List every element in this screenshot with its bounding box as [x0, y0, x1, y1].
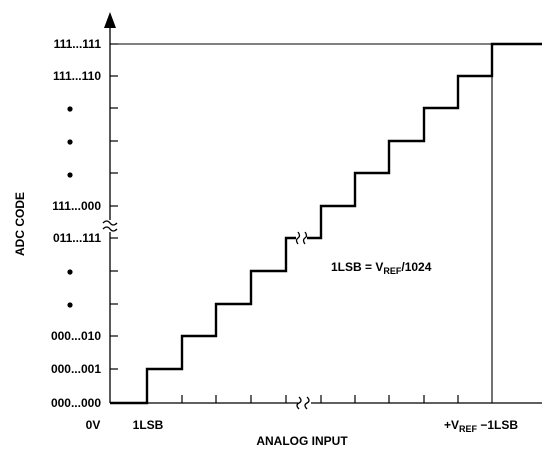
- transfer-staircase-lower: [110, 236, 296, 405]
- y-continuation-dots: [67, 106, 73, 308]
- axes: [109, 26, 542, 404]
- x-label-full-scale: +VREF −1LSB: [444, 418, 518, 434]
- dot: [67, 302, 73, 308]
- x-label-one-lsb: 1LSB: [133, 418, 164, 432]
- y-axis-arrow: [104, 12, 116, 28]
- code-label-zero: 000...000: [51, 396, 101, 410]
- lsb-annotation-prefix: 1LSB = V: [331, 260, 383, 274]
- dot: [67, 139, 73, 145]
- transfer-staircase-upper: [307, 42, 542, 240]
- y-axis-break-icon: [102, 220, 118, 232]
- x-axis-break-icon: [296, 396, 310, 410]
- x-label-full-scale-suffix: −1LSB: [477, 418, 518, 432]
- dot: [67, 106, 73, 112]
- y-code-labels: 111...111 111...110 111...000 011...111 …: [51, 37, 101, 410]
- y-tick-marks: [110, 43, 118, 370]
- code-label-upper-mid: 111...000: [52, 199, 101, 213]
- x-label-full-scale-main: +V: [444, 418, 459, 432]
- x-label-zero: 0V: [86, 418, 101, 432]
- dot: [67, 172, 73, 178]
- y-axis-title: ADC CODE: [13, 192, 27, 256]
- x-tick-labels: 0V 1LSB +VREF −1LSB: [86, 418, 519, 434]
- code-label-lower-mid: 011...111: [53, 231, 101, 245]
- staircase-break-icon: [295, 231, 308, 245]
- code-label-two: 000...010: [51, 329, 101, 343]
- x-axis-title: ANALOG INPUT: [256, 434, 348, 448]
- x-tick-marks: [146, 395, 459, 403]
- code-label-one: 000...001: [51, 362, 101, 376]
- lsb-annotation-sub: REF: [383, 266, 402, 276]
- dot: [67, 269, 73, 275]
- lsb-annotation-suffix: /1024: [401, 260, 431, 274]
- code-label-all-ones-minus-one: 111...110: [53, 69, 101, 83]
- x-label-full-scale-sub: REF: [459, 424, 478, 434]
- code-label-all-ones: 111...111: [54, 37, 102, 51]
- lsb-annotation: 1LSB = VREF/1024: [331, 260, 432, 276]
